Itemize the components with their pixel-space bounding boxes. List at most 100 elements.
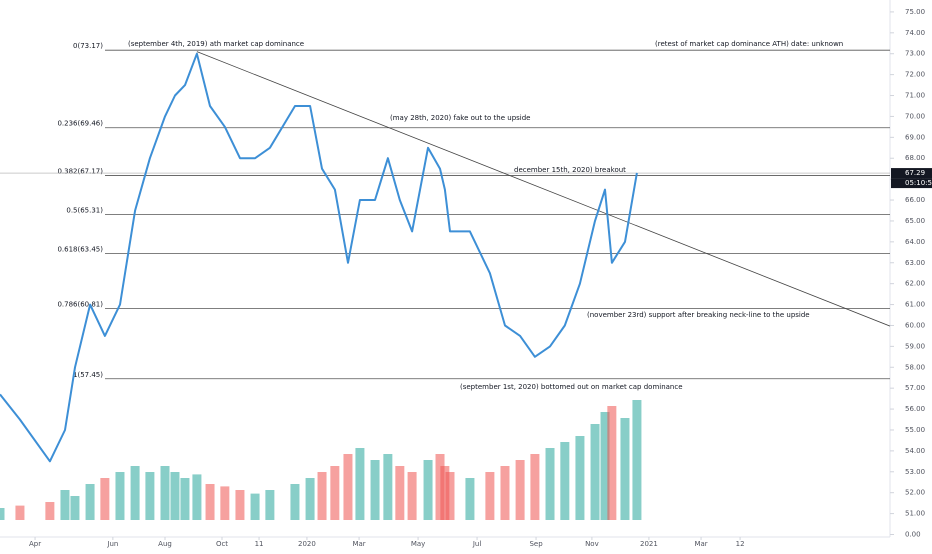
annotation: (november 23rd) support after breaking n… — [587, 311, 810, 319]
y-tick-label: 63.00 — [905, 259, 925, 267]
volume-bar — [465, 478, 475, 520]
volume-bar — [130, 466, 140, 520]
volume-bar — [355, 448, 365, 520]
countdown-label: 05:10:55 — [905, 179, 932, 187]
x-tick-label: Apr — [29, 540, 41, 548]
volume-bar — [145, 472, 155, 520]
price-line — [0, 52, 638, 463]
x-tick-label: Aug — [158, 540, 172, 548]
y-tick-label: 54.00 — [905, 447, 925, 455]
fib-label: 0.618(63.45) — [57, 245, 103, 253]
y-tick-label: 61.00 — [905, 301, 925, 309]
fib-label: 0.786(60.81) — [57, 301, 103, 309]
volume-bar — [590, 424, 600, 520]
volume-bar — [180, 478, 190, 520]
volume-bar — [575, 436, 585, 520]
volume-bar — [600, 412, 610, 520]
trendline — [196, 51, 891, 327]
volume-bar — [500, 466, 510, 520]
volume-bar — [485, 472, 495, 520]
fib-label: 0.5(65.31) — [66, 206, 103, 214]
annotation: (september 1st, 2020) bottomed out on ma… — [460, 383, 683, 391]
y-tick-label: 73.00 — [905, 50, 925, 58]
volume-bar — [205, 484, 215, 520]
volume-bar — [305, 478, 315, 520]
x-tick-label: Mar — [694, 540, 707, 548]
volume-bar — [235, 490, 245, 520]
x-tick-label: 2020 — [298, 540, 316, 548]
y-tick-label: 74.00 — [905, 29, 925, 37]
x-tick-label: 11 — [255, 540, 264, 548]
volume-bar — [100, 478, 110, 520]
fib-label: 1(57.45) — [73, 371, 103, 379]
x-tick-label: 12 — [736, 540, 745, 548]
volume-bar — [560, 442, 570, 520]
x-tick-label: May — [411, 540, 425, 548]
y-tick-label: 51.00 — [905, 510, 925, 518]
volume-bar — [530, 454, 540, 520]
y-tick-label: 66.00 — [905, 196, 925, 204]
last-price-box — [891, 168, 932, 179]
volume-bar — [395, 466, 405, 520]
y-tick-label: 65.00 — [905, 217, 925, 225]
x-tick-label: 2021 — [640, 540, 658, 548]
fib-label: 0(73.17) — [73, 42, 103, 50]
annotation: (may 28th, 2020) fake out to the upside — [390, 114, 530, 122]
y-tick-label: 62.00 — [905, 280, 925, 288]
y-tick-label: 69.00 — [905, 133, 925, 141]
y-tick-label: 53.00 — [905, 468, 925, 476]
x-tick-label: Oct — [216, 540, 228, 548]
y-tick-label: 68.00 — [905, 154, 925, 162]
annotation: december 15th, 2020) breakout — [514, 166, 626, 174]
y-tick-label: 55.00 — [905, 426, 925, 434]
volume-bar — [515, 460, 525, 520]
volume-bar — [343, 454, 353, 520]
volume-bar — [407, 472, 417, 520]
volume-bar — [192, 474, 202, 520]
volume-bar — [545, 448, 555, 520]
volume-bar — [170, 472, 180, 520]
x-tick-label: Jun — [106, 540, 118, 548]
volume-bar — [607, 406, 617, 520]
volume-bar — [60, 490, 70, 520]
y-tick-label: 71.00 — [905, 92, 925, 100]
volume-bar — [15, 505, 25, 520]
x-tick-label: Nov — [585, 540, 599, 548]
volume-bar — [423, 460, 433, 520]
fib-label: 0.236(69.46) — [57, 120, 103, 128]
y-tick-label: 56.00 — [905, 405, 925, 413]
y-tick-label: 0.00 — [905, 530, 921, 538]
y-tick-label: 57.00 — [905, 384, 925, 392]
volume-bar — [435, 454, 445, 520]
volume-bar — [265, 490, 275, 520]
countdown-box — [891, 178, 932, 189]
volume-bar — [632, 400, 642, 520]
volume-bar — [0, 508, 5, 520]
fib-label: 0.382(67.17) — [57, 168, 103, 176]
volume-bar — [45, 502, 55, 520]
volume-bar — [620, 418, 630, 520]
y-tick-label: 70.00 — [905, 112, 925, 120]
y-tick-label: 59.00 — [905, 342, 925, 350]
volume-bar — [70, 496, 80, 520]
y-tick-label: 64.00 — [905, 238, 925, 246]
volume-bar — [383, 454, 393, 520]
annotation: (september 4th, 2019) ath market cap dom… — [128, 40, 304, 48]
volume-bar — [160, 466, 170, 520]
y-tick-label: 58.00 — [905, 363, 925, 371]
y-tick-label: 52.00 — [905, 489, 925, 497]
volume-bar — [220, 486, 230, 520]
x-tick-label: Jul — [472, 540, 482, 548]
y-tick-label: 60.00 — [905, 321, 925, 329]
y-tick-label: 72.00 — [905, 71, 925, 79]
volume-bar — [250, 493, 260, 520]
volume-bar — [445, 472, 455, 520]
volume-bar — [440, 466, 450, 520]
x-tick-label: Mar — [352, 540, 365, 548]
volume-bar — [85, 484, 95, 520]
last-price-label: 67.29 — [905, 169, 925, 177]
y-tick-label: 75.00 — [905, 8, 925, 16]
volume-bar — [115, 472, 125, 520]
